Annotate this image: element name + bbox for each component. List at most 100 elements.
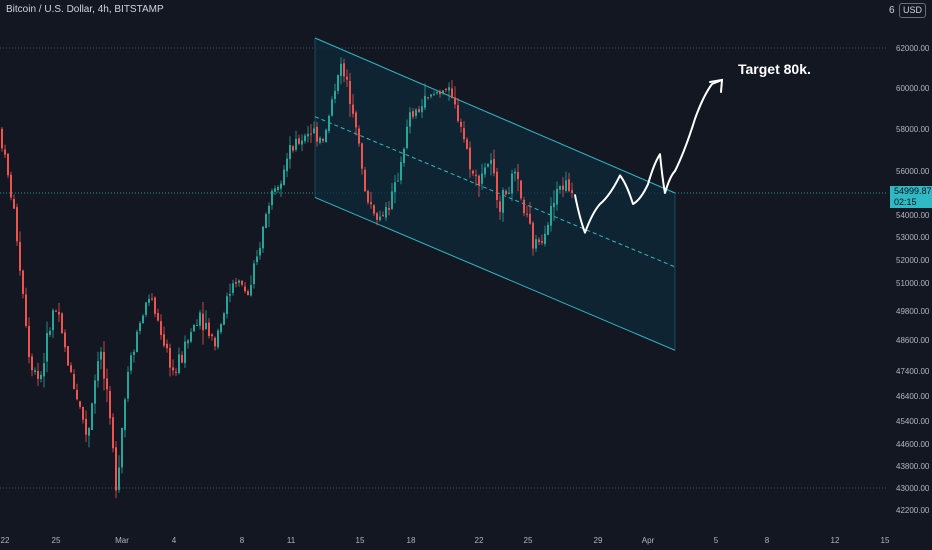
candle-body	[439, 92, 441, 95]
candle-body	[190, 332, 192, 342]
candle-body	[145, 302, 147, 315]
candle-body	[331, 99, 333, 116]
candle-body	[97, 361, 99, 381]
candle-body	[391, 191, 393, 209]
candle-body	[172, 367, 174, 371]
candle-body	[19, 242, 21, 271]
price-axis-background	[888, 0, 932, 550]
candle-body	[379, 216, 381, 221]
x-tick-label: Mar	[115, 536, 129, 545]
candle-body	[217, 330, 219, 348]
candle-body	[436, 92, 438, 94]
candle-body	[196, 324, 198, 326]
x-tick-label: 15	[881, 536, 890, 545]
candle-body	[271, 190, 273, 206]
candle-body	[202, 313, 204, 331]
candle-body	[166, 343, 168, 349]
candle-body	[427, 97, 429, 99]
candle-body	[520, 180, 522, 199]
candle-body	[352, 104, 354, 114]
candle-body	[490, 160, 492, 164]
candle-body	[505, 190, 507, 195]
candle-body	[157, 313, 159, 321]
currency-button[interactable]: USD	[898, 3, 926, 18]
candle-body	[301, 140, 303, 145]
candle-body	[79, 401, 81, 407]
candle-body	[109, 391, 111, 419]
candle-body	[280, 183, 282, 189]
candle-body	[553, 202, 555, 208]
candle-body	[550, 205, 552, 226]
candle-body	[46, 333, 48, 362]
candle-body	[346, 76, 348, 80]
candle-body	[64, 332, 66, 348]
candle-body	[484, 167, 486, 175]
candle-body	[334, 90, 336, 100]
y-tick-label: 43000.00	[896, 484, 930, 493]
candle-body	[136, 331, 138, 353]
candle-body	[325, 129, 327, 143]
candle-body	[424, 95, 426, 108]
candle-body	[256, 256, 258, 263]
candle-body	[460, 121, 462, 127]
candle-body	[295, 138, 297, 150]
y-tick-label: 49800.00	[896, 307, 930, 316]
y-tick-label: 43800.00	[896, 462, 930, 471]
y-tick-label: 60000.00	[896, 84, 930, 93]
candle-body	[1, 128, 3, 149]
descending-channel[interactable]	[314, 37, 676, 351]
candle-body	[115, 447, 117, 491]
candle-body	[232, 283, 234, 294]
candle-body	[349, 81, 351, 104]
candle-body	[274, 188, 276, 192]
price-axis[interactable]: 42200.00 43000.00 43800.00 44600.00 45400.00…	[888, 0, 932, 550]
x-tick-label: Apr	[642, 536, 655, 545]
candle-body	[88, 428, 90, 436]
candle-body	[373, 205, 375, 214]
candle-body	[451, 88, 453, 98]
candle-body	[73, 373, 75, 389]
candle-body	[238, 280, 240, 283]
candle-body	[466, 139, 468, 149]
candle-body	[205, 322, 207, 330]
candle-body	[415, 109, 417, 116]
candle-body	[169, 347, 171, 368]
x-tick-label: 8	[765, 536, 770, 545]
time-axis[interactable]: 22 25 Mar 4 8 11 15 18 22 25 29 Apr 5 8 12 15	[0, 530, 932, 550]
candle-body	[262, 226, 264, 249]
candle-body	[211, 334, 213, 337]
candle-body	[388, 208, 390, 210]
candle-body	[91, 403, 93, 430]
symbol-title: Bitcoin / U.S. Dollar, 4h, BITSTAMP	[6, 4, 164, 15]
candle-body	[340, 63, 342, 76]
candle-body	[454, 97, 456, 105]
candle-body	[469, 147, 471, 170]
channel-upper-line	[314, 37, 676, 194]
projection-arrowhead	[709, 78, 724, 93]
x-tick-label: 22	[1, 536, 10, 545]
target-annotation[interactable]: Target 80k.	[738, 61, 811, 77]
y-tick-label: 54000.00	[896, 211, 930, 220]
candle-body	[226, 296, 228, 315]
x-tick-label: 4	[172, 536, 177, 545]
time-axis-background	[0, 530, 932, 550]
candle-body	[562, 185, 564, 190]
projection-drawing[interactable]	[574, 78, 724, 234]
candle-body	[514, 171, 516, 174]
y-tick-label: 56000.00	[896, 167, 930, 176]
channel-mid-line	[314, 116, 676, 268]
candle-body	[532, 222, 534, 249]
candle-body	[133, 351, 135, 356]
candle-body	[247, 291, 249, 296]
candle-body	[448, 87, 450, 91]
x-tick-label: 22	[475, 536, 484, 545]
y-tick-label: 52000.00	[896, 256, 930, 265]
candle-body	[418, 109, 420, 112]
candle-body	[358, 128, 360, 144]
candle-body	[496, 171, 498, 201]
y-tick-label: 47400.00	[896, 367, 930, 376]
candle-body	[124, 399, 126, 430]
candle-body	[328, 115, 330, 132]
